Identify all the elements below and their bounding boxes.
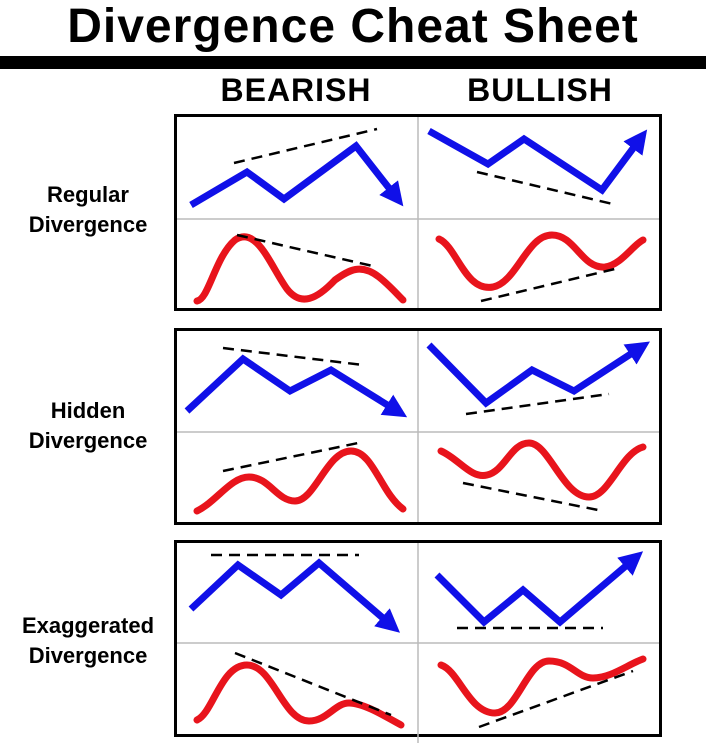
column-header-bearish: BEARISH xyxy=(220,72,372,108)
row-label-exaggerated-line1: Exaggerated xyxy=(21,613,155,638)
bearish-oscillator-line xyxy=(193,447,407,515)
bullish-price-trendline xyxy=(476,170,618,207)
bearish-price-trendline xyxy=(222,346,364,367)
bullish-price-line xyxy=(427,127,648,195)
row-label-hidden-line1: Hidden xyxy=(50,398,126,423)
panel-exaggerated-divergence xyxy=(174,540,662,743)
bearish-oscillator-trendline xyxy=(222,440,364,473)
row-label-regular-line1: Regular xyxy=(47,182,129,207)
row-label-hidden: Hidden Divergence xyxy=(0,396,176,456)
bullish-oscillator-trendline xyxy=(480,266,620,303)
panel-regular-divergence xyxy=(174,114,662,311)
row-label-exaggerated-line2: Divergence xyxy=(28,643,148,668)
bearish-oscillator-trendline xyxy=(234,651,392,717)
bearish-oscillator-trendline xyxy=(236,233,378,269)
bearish-oscillator-line xyxy=(193,661,405,729)
bullish-oscillator-line xyxy=(437,655,647,717)
bullish-oscillator-trendline xyxy=(478,669,634,729)
bullish-price-trendline xyxy=(465,392,610,416)
page-title: Divergence Cheat Sheet xyxy=(67,0,639,53)
bearish-price-line xyxy=(188,558,401,633)
bullish-price-line xyxy=(426,341,650,408)
panel-hidden-divergence xyxy=(174,328,662,525)
bearish-price-line xyxy=(189,141,404,209)
bullish-oscillator-trendline xyxy=(462,481,604,513)
column-header-bullish: BULLISH xyxy=(467,72,613,108)
bearish-price-line xyxy=(184,354,408,418)
bearish-price-trendline xyxy=(233,127,378,165)
bullish-oscillator-line xyxy=(435,231,647,291)
title-divider xyxy=(0,56,706,69)
row-label-hidden-line2: Divergence xyxy=(28,428,148,453)
row-label-regular-line2: Divergence xyxy=(28,212,148,237)
bearish-oscillator-line xyxy=(193,233,407,305)
bullish-price-line xyxy=(434,551,644,627)
row-label-regular: Regular Divergence xyxy=(0,180,176,240)
row-label-exaggerated: Exaggerated Divergence xyxy=(0,611,176,671)
bullish-oscillator-line xyxy=(437,439,647,501)
